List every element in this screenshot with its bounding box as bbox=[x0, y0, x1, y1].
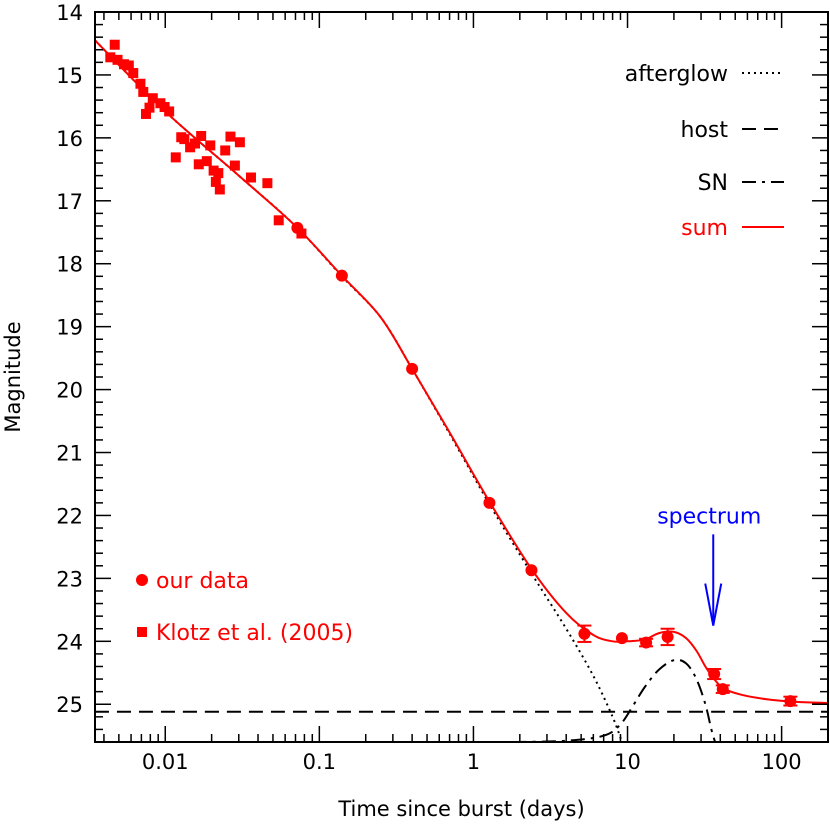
y-tick-label: 25 bbox=[56, 693, 83, 717]
data-point-klotz bbox=[147, 93, 158, 104]
data-point-our-data bbox=[661, 630, 674, 643]
data-point-klotz bbox=[135, 78, 146, 89]
data-point-klotz bbox=[141, 108, 152, 119]
legend-label-host: host bbox=[681, 118, 729, 143]
legend-marker-square bbox=[137, 627, 147, 637]
data-point-klotz bbox=[214, 184, 225, 195]
legend-label-data: our data bbox=[156, 569, 249, 594]
data-point-klotz bbox=[234, 137, 245, 148]
data-point-our-data bbox=[335, 269, 348, 282]
y-axis-title: Magnitude bbox=[1, 321, 25, 432]
data-point-our-data bbox=[525, 564, 538, 577]
spectrum-annotation: spectrum bbox=[657, 504, 761, 626]
x-tick-label: 100 bbox=[762, 750, 802, 774]
data-point-klotz bbox=[205, 140, 216, 151]
data-point-klotz bbox=[196, 130, 207, 141]
data-point-klotz bbox=[262, 178, 273, 189]
data-point-klotz bbox=[138, 86, 149, 97]
spectrum-label: spectrum bbox=[657, 504, 761, 529]
data-point-klotz bbox=[273, 215, 284, 226]
legend-label-sum: sum bbox=[681, 216, 728, 241]
data-point-our-data bbox=[716, 683, 729, 696]
spectrum-arrow-head bbox=[712, 583, 723, 626]
data-point-our-data bbox=[483, 496, 496, 509]
data-point-klotz bbox=[179, 134, 190, 145]
data-point-klotz bbox=[123, 60, 134, 71]
y-tick-label: 19 bbox=[56, 316, 83, 340]
data-point-klotz bbox=[164, 106, 175, 117]
y-tick-label: 21 bbox=[56, 442, 83, 466]
data-points bbox=[105, 39, 798, 708]
data-point-klotz bbox=[245, 172, 256, 183]
legend-label-afterglow: afterglow bbox=[625, 62, 728, 87]
data-point-klotz bbox=[210, 176, 221, 187]
legend: afterglow host SN sum our data Klotz et al. (… bbox=[136, 62, 784, 646]
x-tick-label: 1 bbox=[467, 750, 480, 774]
data-point-our-data bbox=[615, 632, 628, 645]
x-tick-label: 0.01 bbox=[142, 750, 189, 774]
data-point-klotz bbox=[109, 39, 120, 50]
y-tick-label: 22 bbox=[56, 504, 83, 528]
model-curve-sn bbox=[512, 658, 717, 742]
data-point-our-data bbox=[578, 627, 591, 640]
data-point-our-data bbox=[640, 636, 653, 649]
data-point-our-data bbox=[784, 695, 797, 708]
y-tick-label: 16 bbox=[56, 127, 83, 151]
legend-label-data: Klotz et al. (2005) bbox=[156, 621, 353, 646]
data-point-klotz bbox=[220, 145, 231, 156]
data-point-klotz bbox=[225, 131, 236, 142]
x-tick-label: 0.1 bbox=[303, 750, 336, 774]
spectrum-arrow-head bbox=[704, 583, 715, 626]
data-point-klotz bbox=[229, 160, 240, 171]
x-tick-label: 10 bbox=[614, 750, 641, 774]
legend-marker-circle bbox=[136, 574, 148, 586]
axes: 0.01 0.1 1 10 100 14 15 16 17 18 19 20 21 22 23 24 25 bbox=[56, 1, 829, 774]
data-point-klotz bbox=[112, 54, 123, 65]
y-tick-label: 14 bbox=[56, 1, 83, 25]
data-point-klotz bbox=[296, 228, 307, 239]
y-tick-label: 18 bbox=[56, 253, 83, 277]
data-point-klotz bbox=[128, 68, 139, 79]
data-point-klotz bbox=[193, 159, 204, 170]
x-axis-title: Time since burst (days) bbox=[337, 797, 584, 821]
data-point-klotz bbox=[170, 152, 181, 163]
y-tick-label: 17 bbox=[56, 190, 83, 214]
data-point-klotz bbox=[190, 138, 201, 149]
data-point-our-data bbox=[406, 362, 419, 375]
y-tick-label: 20 bbox=[56, 379, 83, 403]
data-point-klotz bbox=[144, 102, 155, 113]
y-tick-label: 23 bbox=[56, 567, 83, 591]
y-tick-label: 15 bbox=[56, 64, 83, 88]
data-point-klotz bbox=[105, 52, 116, 63]
data-point-our-data bbox=[708, 668, 721, 681]
data-point-klotz bbox=[201, 156, 212, 167]
data-point-klotz bbox=[213, 168, 224, 179]
y-tick-label: 24 bbox=[56, 630, 83, 654]
legend-label-sn: SN bbox=[698, 171, 728, 196]
